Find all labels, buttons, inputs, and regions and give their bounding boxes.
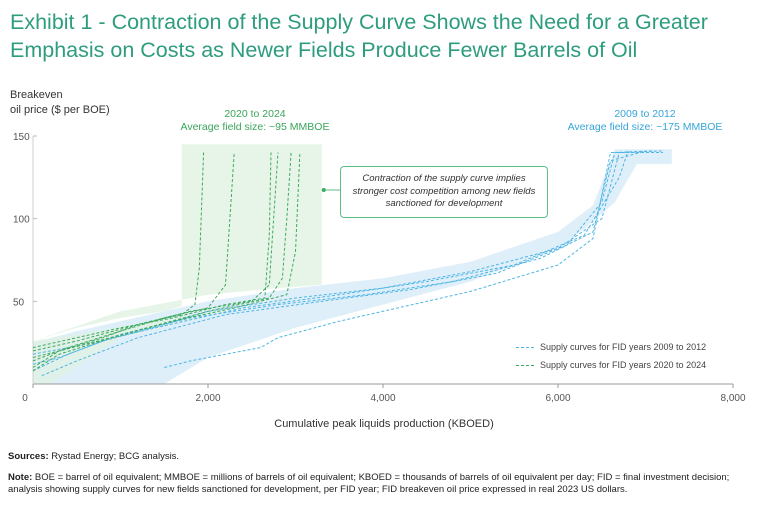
green-supply-curve-4 [32, 152, 301, 372]
blue-annotation: 2009 to 2012 Average field size: ~175 MM… [545, 108, 745, 134]
blue-supply-curve-2 [41, 150, 655, 377]
legend-item-2009: Supply curves for FID years 2009 to 2012 [516, 338, 706, 356]
y-axis-label: Breakeven oil price ($ per BOE) [10, 89, 110, 116]
blue-size-label: Average field size: ~175 MMBOE [567, 121, 723, 133]
y-tick-label: 150 [13, 132, 30, 143]
blue-supply-curve-0 [32, 150, 664, 365]
blue-period-label: 2009 to 2012 [614, 108, 676, 120]
legend-swatch-green [516, 364, 534, 366]
callout-text: Contraction of the supply curve implies … [352, 173, 536, 210]
x-axis-label: Cumulative peak liquids production (KBOE… [274, 418, 494, 430]
sources-label: Sources: [8, 451, 49, 462]
x-tick-label: 4,000 [370, 393, 395, 404]
green-supply-curve-2 [32, 152, 279, 352]
callout-box: Contraction of the supply curve implies … [340, 166, 548, 218]
legend-label-2009: Supply curves for FID years 2009 to 2012 [540, 342, 707, 352]
green-size-label: Average field size: ~95 MMBOE [180, 121, 330, 133]
x-tick-label: 2,000 [195, 393, 220, 404]
legend-label-2020: Supply curves for FID years 2020 to 2024 [540, 360, 707, 370]
legend-swatch-blue [516, 346, 534, 348]
legend-item-2020: Supply curves for FID years 2020 to 2024 [516, 356, 706, 374]
note: Note: BOE = barrel of oil equivalent; MM… [8, 472, 758, 496]
green-period-label: 2020 to 2024 [224, 108, 286, 120]
y-tick-label: 50 [13, 297, 25, 308]
sources: Sources: Rystad Energy; BCG analysis. [8, 451, 179, 462]
green-supply-curve-5 [32, 152, 272, 349]
green-supply-curve-3 [32, 152, 292, 358]
page-title: Exhibit 1 - Contraction of the Supply Cu… [10, 10, 708, 62]
band-1 [33, 144, 322, 384]
blue-supply-curve-3 [32, 150, 629, 355]
note-text: BOE = barrel of oil equivalent; MMBOE = … [8, 472, 730, 495]
callout-dot [321, 188, 326, 192]
blue-supply-curve-4 [164, 152, 663, 368]
band-0 [33, 149, 672, 384]
green-annotation: 2020 to 2024 Average field size: ~95 MMB… [150, 108, 360, 134]
x-tick-label: 6,000 [545, 393, 570, 404]
y-tick-label: 100 [13, 215, 30, 226]
x-tick-label: 8,000 [720, 393, 745, 404]
green-supply-curve-0 [32, 152, 205, 368]
legend: Supply curves for FID years 2009 to 2012… [516, 338, 706, 374]
sources-text: Rystad Energy; BCG analysis. [48, 451, 180, 462]
x-tick-label: 0 [22, 393, 28, 404]
note-label: Note: [8, 472, 33, 483]
